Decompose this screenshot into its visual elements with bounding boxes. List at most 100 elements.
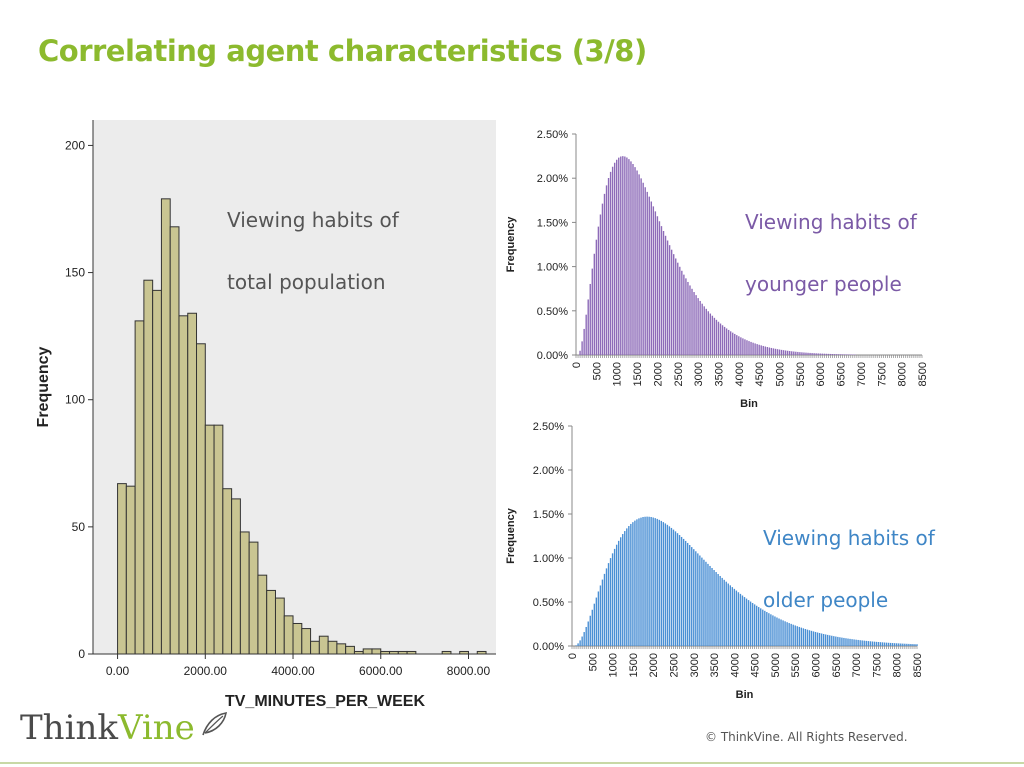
x-tick-label: 1500 <box>632 362 644 386</box>
y-tick-label: 100 <box>65 393 85 407</box>
histogram-bar <box>178 315 189 655</box>
x-tick-label: 5000 <box>770 653 782 677</box>
y-tick-label: 2.00% <box>533 465 564 477</box>
x-tick-label: 3000 <box>689 653 701 677</box>
note-line: Viewing habits of <box>763 526 935 550</box>
histogram-bar <box>353 650 364 655</box>
x-tick-label: 7000 <box>851 653 863 677</box>
note-line: older people <box>763 588 889 612</box>
x-tick-label: 6000 <box>811 653 823 677</box>
footer-divider <box>0 762 1024 764</box>
chart-background <box>496 118 934 435</box>
histogram-bar <box>266 589 276 655</box>
histogram-bar <box>371 648 382 655</box>
histogram-bar <box>231 498 241 655</box>
histogram-bar <box>196 343 206 655</box>
x-tick-label: 4000.00 <box>271 664 315 678</box>
histogram-bar <box>204 424 215 655</box>
note-line: Viewing habits of <box>745 210 917 234</box>
histogram-bar <box>362 648 373 655</box>
histogram-older-people: 0.00% 0.50% 1.00% 1.50% 2.00% 2.50% 0 500 1000 15… <box>496 410 929 726</box>
x-tick-label: 4500 <box>750 653 762 677</box>
x-tick-label: 5500 <box>795 362 807 386</box>
copyright-notice: © ThinkVine. All Rights Reserved. <box>705 730 908 744</box>
note-line: Viewing habits of <box>227 208 399 232</box>
slide-title: Correlating agent characteristics (3/8) <box>38 34 647 68</box>
x-tick-label: 500 <box>591 362 603 380</box>
x-tick-label: 5000 <box>775 362 787 386</box>
x-tick-label: 6500 <box>836 362 848 386</box>
x-tick-label: 500 <box>587 653 599 671</box>
histogram-bar <box>397 650 408 655</box>
histogram-bar <box>310 640 320 655</box>
x-tick-label: 2500 <box>673 362 685 386</box>
y-tick-label: 50 <box>72 520 86 534</box>
y-tick-label: 0.50% <box>533 597 564 609</box>
y-tick-label: 150 <box>65 266 85 280</box>
x-tick-label: 6000.00 <box>359 664 403 678</box>
histogram-bar <box>283 615 294 655</box>
histogram-bar <box>301 628 312 655</box>
x-tick-label: 2500 <box>668 653 680 677</box>
y-tick-label: 2.00% <box>537 173 568 185</box>
x-tick-label: 0 <box>571 362 583 368</box>
histogram-bar <box>152 289 162 655</box>
histogram-bar <box>476 650 487 655</box>
x-tick-label: 0 <box>567 653 579 659</box>
logo-text-vine: Vine <box>117 708 195 748</box>
x-tick-label: 3500 <box>713 362 725 386</box>
logo-text-think: Think <box>20 708 118 748</box>
x-tick-label: 6500 <box>831 653 843 677</box>
histogram-bar <box>327 640 338 655</box>
note-total-population: Viewing habits of total population <box>227 174 399 329</box>
x-tick-label: 4000 <box>734 362 746 386</box>
histogram-bar <box>389 650 399 655</box>
histogram-bar <box>292 622 303 655</box>
histogram-bar <box>213 424 224 655</box>
histogram-bar <box>441 650 452 655</box>
histogram-younger-people: 0.00% 0.50% 1.00% 1.50% 2.00% 2.50% 0 500 1000 15… <box>496 118 934 435</box>
x-tick-label: 3500 <box>709 653 721 677</box>
histogram-bar <box>134 320 145 655</box>
x-tick-label: 1500 <box>628 653 640 677</box>
x-axis-title: Bin <box>736 689 754 701</box>
y-tick-label: 0.00% <box>537 350 568 362</box>
y-tick-label: 1.50% <box>537 217 568 229</box>
y-tick-label: 0.00% <box>533 641 564 653</box>
histogram-bar <box>345 645 355 655</box>
x-tick-label: 5500 <box>790 653 802 677</box>
x-tick-label: 3000 <box>693 362 705 386</box>
thinkvine-logo: Think Vine <box>20 708 229 754</box>
y-axis-title: Frequency <box>35 346 52 427</box>
y-tick-label: 0 <box>78 647 85 661</box>
histogram-bar <box>318 635 329 655</box>
histogram-bar <box>169 226 180 655</box>
note-older-people: Viewing habits of older people <box>763 492 935 647</box>
x-tick-label: 4000 <box>729 653 741 677</box>
x-tick-label: 8500 <box>917 362 929 386</box>
x-tick-label: 1000 <box>612 362 624 386</box>
x-tick-label: 8000 <box>897 362 909 386</box>
y-tick-label: 0.50% <box>537 306 568 318</box>
x-tick-label: 8500 <box>912 653 924 677</box>
histogram-bar <box>336 643 347 655</box>
histogram-bar <box>459 650 469 655</box>
x-tick-label: 8000.00 <box>447 664 491 678</box>
histogram-bar <box>274 597 285 655</box>
histogram-bar <box>257 574 268 655</box>
histogram-bar <box>248 541 259 655</box>
note-line: younger people <box>745 272 902 296</box>
histogram-bar <box>222 488 233 655</box>
histogram-bar <box>117 483 127 655</box>
x-axis-title: TV_MINUTES_PER_WEEK <box>225 693 425 710</box>
y-axis-title: Frequency <box>505 216 517 273</box>
x-tick-label: 2000.00 <box>184 664 228 678</box>
x-tick-label: 7500 <box>876 362 888 386</box>
leaf-icon <box>202 712 227 736</box>
note-line: total population <box>227 270 386 294</box>
y-tick-label: 2.50% <box>533 421 564 433</box>
x-axis-title: Bin <box>740 398 758 410</box>
y-tick-label: 2.50% <box>537 129 568 141</box>
y-tick-label: 1.00% <box>537 262 568 274</box>
